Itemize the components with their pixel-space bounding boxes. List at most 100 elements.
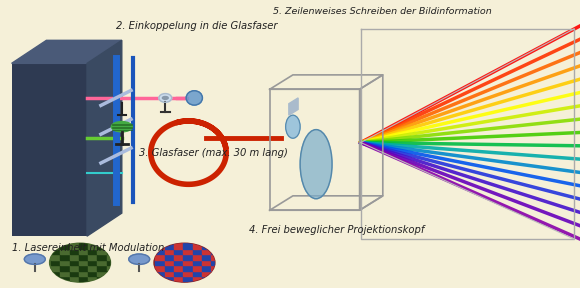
Bar [193, 243, 202, 249]
Bar [155, 249, 165, 254]
Ellipse shape [50, 243, 110, 282]
Bar [60, 276, 70, 282]
Bar [70, 249, 79, 254]
Bar [97, 271, 107, 276]
Polygon shape [87, 40, 122, 236]
Bar [183, 243, 193, 249]
Bar [174, 254, 183, 260]
Circle shape [111, 122, 132, 132]
Bar [193, 276, 202, 282]
Bar [211, 243, 220, 249]
Bar [97, 265, 107, 271]
Bar [60, 243, 70, 249]
Bar [183, 276, 193, 282]
Bar [202, 249, 211, 254]
Bar [79, 260, 88, 265]
Text: 1. Lasereinheit mit Modulation: 1. Lasereinheit mit Modulation [12, 242, 164, 253]
Bar [107, 249, 116, 254]
Bar [51, 276, 60, 282]
Bar [60, 260, 70, 265]
Bar [193, 254, 202, 260]
Bar [79, 276, 88, 282]
Polygon shape [12, 40, 122, 63]
Bar [211, 260, 220, 265]
Bar [107, 254, 116, 260]
Bar [202, 254, 211, 260]
Bar [88, 243, 97, 249]
Bar [88, 254, 97, 260]
Circle shape [162, 96, 168, 99]
Bar [183, 249, 193, 254]
Bar [97, 260, 107, 265]
Bar [202, 260, 211, 265]
Bar [270, 89, 360, 210]
Text: 3. Glasfaser (max. 30 m lang): 3. Glasfaser (max. 30 m lang) [139, 147, 288, 158]
Bar [211, 276, 220, 282]
Bar [165, 276, 174, 282]
Bar [165, 243, 174, 249]
Bar [51, 265, 60, 271]
Ellipse shape [300, 130, 332, 199]
Circle shape [24, 254, 45, 264]
Bar [183, 260, 193, 265]
Bar [70, 260, 79, 265]
Bar [70, 265, 79, 271]
Bar [51, 249, 60, 254]
Bar [60, 271, 70, 276]
Bar [88, 265, 97, 271]
Bar [202, 265, 211, 271]
Text: 2. Einkoppelung in die Glasfaser: 2. Einkoppelung in die Glasfaser [116, 21, 277, 31]
Bar [202, 243, 211, 249]
Bar [193, 260, 202, 265]
Bar [174, 249, 183, 254]
Bar [51, 254, 60, 260]
Bar [174, 243, 183, 249]
Bar [97, 243, 107, 249]
Bar [60, 254, 70, 260]
Bar [70, 271, 79, 276]
Bar [193, 271, 202, 276]
Bar [155, 276, 165, 282]
Bar [107, 243, 116, 249]
Bar [88, 276, 97, 282]
Bar [174, 260, 183, 265]
Bar [155, 260, 165, 265]
Bar [79, 271, 88, 276]
Bar [70, 254, 79, 260]
Bar [183, 265, 193, 271]
Bar [193, 265, 202, 271]
Bar [174, 271, 183, 276]
Bar [165, 271, 174, 276]
Bar [165, 260, 174, 265]
Bar [107, 276, 116, 282]
Text: 5. Zeilenweises Schreiben der Bildinformation: 5. Zeilenweises Schreiben der Bildinform… [273, 7, 491, 16]
Bar [60, 249, 70, 254]
Ellipse shape [154, 243, 215, 282]
Polygon shape [289, 98, 298, 115]
Bar [211, 249, 220, 254]
Bar [165, 254, 174, 260]
Bar [79, 249, 88, 254]
Ellipse shape [186, 91, 202, 105]
Bar [107, 260, 116, 265]
Bar [88, 260, 97, 265]
Ellipse shape [285, 115, 300, 138]
Bar [193, 249, 202, 254]
Bar [51, 243, 60, 249]
Bar [155, 271, 165, 276]
Bar [155, 254, 165, 260]
Bar [211, 265, 220, 271]
Bar [51, 271, 60, 276]
Bar [165, 265, 174, 271]
Bar [79, 243, 88, 249]
Bar [107, 271, 116, 276]
Bar [79, 254, 88, 260]
Bar [183, 271, 193, 276]
Text: 4. Frei beweglicher Projektionskopf: 4. Frei beweglicher Projektionskopf [249, 225, 425, 235]
Ellipse shape [159, 94, 172, 102]
Bar [107, 265, 116, 271]
Bar [70, 276, 79, 282]
Bar [97, 276, 107, 282]
Bar [211, 271, 220, 276]
Circle shape [129, 254, 150, 264]
